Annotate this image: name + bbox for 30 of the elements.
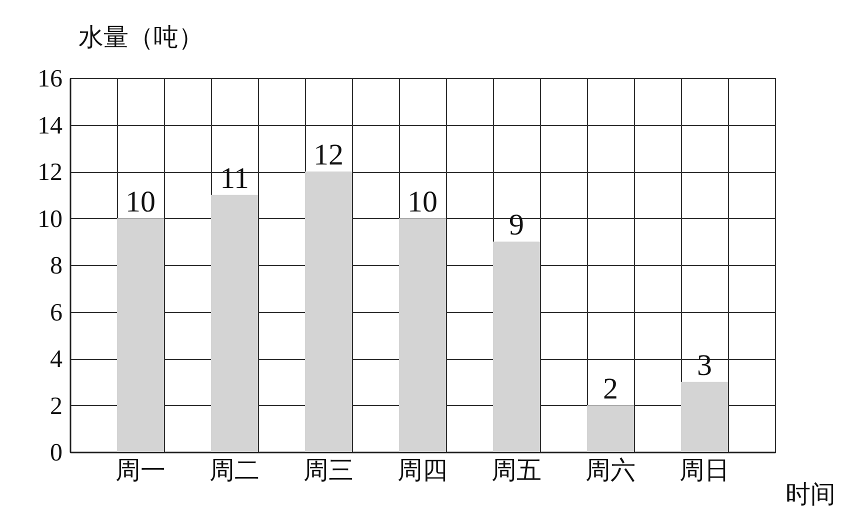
y-axis-title: 水量（吨）	[78, 24, 204, 52]
x-tick-label: 周五	[492, 458, 542, 484]
y-tick-label: 14	[38, 112, 63, 140]
bar	[117, 218, 164, 452]
x-tick-label: 周四	[398, 458, 448, 484]
x-tick-label: 周六	[586, 456, 636, 484]
bar	[587, 405, 634, 452]
bar	[681, 382, 728, 452]
y-tick-label: 16	[38, 66, 62, 92]
x-tick-label: 周三	[304, 458, 354, 484]
data-label: 12	[314, 138, 344, 172]
data-label: 9	[509, 208, 524, 242]
y-tick-label: 12	[38, 159, 62, 186]
y-tick-label: 0	[50, 440, 62, 466]
data-label: 10	[408, 185, 438, 218]
bar	[211, 194, 258, 452]
y-tick-label: 10	[38, 206, 62, 233]
y-tick-label: 8	[50, 252, 62, 280]
data-label: 2	[603, 372, 618, 406]
x-axis-title: 时间	[786, 482, 836, 508]
y-tick-label: 2	[50, 392, 62, 420]
x-tick-label: 周日	[680, 458, 730, 484]
x-tick-label: 周一	[116, 458, 166, 484]
y-tick-label: 6	[50, 299, 62, 326]
bar	[305, 172, 352, 452]
bar	[493, 242, 540, 452]
y-tick-label: 4	[50, 346, 63, 373]
data-label: 10	[126, 185, 156, 218]
bar	[399, 218, 446, 452]
x-tick-label: 周二	[210, 458, 260, 484]
